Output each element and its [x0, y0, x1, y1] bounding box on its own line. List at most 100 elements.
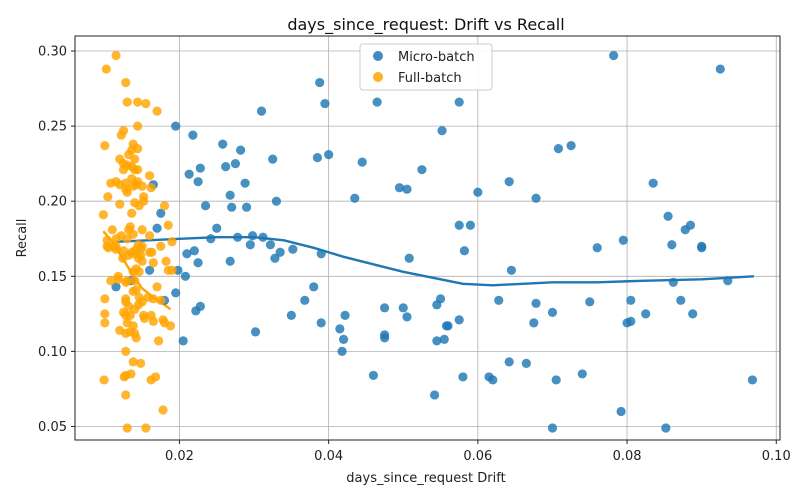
point-full-batch	[158, 405, 168, 415]
point-micro-batch	[245, 240, 255, 250]
y-tick-label: 0.20	[38, 195, 67, 210]
point-micro-batch	[188, 130, 198, 140]
point-micro-batch	[180, 271, 191, 281]
point-full-batch	[139, 196, 149, 206]
y-tick-label: 0.15	[38, 270, 67, 285]
point-full-batch	[127, 208, 137, 218]
point-micro-batch	[465, 220, 475, 230]
point-micro-batch	[200, 201, 211, 211]
point-micro-batch	[315, 77, 325, 88]
point-micro-batch	[531, 193, 541, 203]
point-micro-batch	[236, 145, 246, 155]
point-full-batch	[98, 210, 108, 220]
point-full-batch	[131, 285, 141, 295]
point-micro-batch	[648, 178, 658, 188]
point-micro-batch	[225, 190, 235, 200]
point-full-batch	[122, 97, 132, 107]
trend-line-micro-batch	[115, 236, 754, 287]
point-full-batch	[133, 121, 143, 131]
point-full-batch	[133, 144, 143, 154]
point-full-batch	[128, 229, 138, 239]
point-full-batch	[137, 181, 147, 191]
point-micro-batch	[335, 324, 345, 334]
point-micro-batch	[265, 240, 276, 250]
y-tick-label: 0.25	[38, 120, 67, 135]
legend-box	[359, 43, 493, 91]
point-micro-batch	[432, 336, 442, 346]
point-micro-batch	[312, 153, 323, 163]
point-full-batch	[161, 256, 171, 266]
point-micro-batch	[663, 211, 673, 221]
point-micro-batch	[145, 265, 155, 275]
point-full-batch	[113, 274, 123, 284]
x-tick-label: 0.06	[463, 449, 492, 464]
y-tick-label: 0.05	[38, 420, 67, 435]
point-micro-batch	[394, 183, 405, 193]
point-micro-batch	[195, 301, 205, 311]
x-axis-title: days_since_request Drift	[346, 471, 505, 486]
point-full-batch	[121, 77, 131, 88]
point-micro-batch	[616, 406, 626, 417]
point-micro-batch	[212, 223, 222, 233]
point-micro-batch	[316, 249, 326, 259]
point-full-batch	[137, 225, 147, 235]
y-axis-title: Recall	[15, 219, 30, 258]
point-full-batch	[147, 247, 157, 257]
chart-title: days_since_request: Drift vs Recall	[287, 15, 564, 35]
point-micro-batch	[506, 265, 517, 275]
x-axis-ticks: 0.02 0.04 0.06 0.08 0.10	[165, 440, 791, 464]
point-micro-batch	[195, 163, 205, 173]
point-micro-batch	[547, 307, 558, 317]
point-micro-batch	[250, 327, 261, 337]
point-full-batch	[128, 357, 138, 367]
point-micro-batch	[402, 312, 412, 322]
point-micro-batch	[454, 315, 464, 325]
point-micro-batch	[398, 303, 408, 313]
point-full-batch	[148, 258, 158, 268]
point-micro-batch	[372, 97, 382, 107]
legend-marker-full-batch	[373, 72, 383, 82]
point-full-batch	[101, 64, 111, 74]
point-micro-batch	[697, 241, 707, 251]
point-micro-batch	[256, 106, 267, 116]
point-full-batch	[103, 192, 113, 202]
point-micro-batch	[618, 235, 628, 245]
point-micro-batch	[178, 336, 188, 346]
point-micro-batch	[676, 295, 686, 305]
point-full-batch	[126, 369, 136, 379]
point-micro-batch	[641, 309, 651, 319]
point-micro-batch	[268, 154, 278, 164]
point-micro-batch	[488, 375, 498, 385]
point-micro-batch	[247, 231, 258, 241]
point-micro-batch	[551, 375, 561, 385]
point-micro-batch	[171, 288, 181, 298]
point-full-batch	[141, 423, 151, 433]
point-micro-batch	[585, 297, 595, 307]
point-micro-batch	[241, 202, 252, 212]
point-full-batch	[115, 199, 125, 209]
point-full-batch	[133, 97, 143, 107]
point-micro-batch	[747, 375, 757, 385]
point-micro-batch	[288, 244, 298, 254]
point-micro-batch	[577, 369, 587, 379]
point-micro-batch	[380, 333, 390, 343]
point-full-batch	[107, 225, 117, 235]
point-micro-batch	[111, 282, 121, 292]
point-micro-batch	[184, 169, 194, 179]
legend: Micro-batch Full-batch	[359, 43, 493, 91]
point-full-batch	[121, 346, 131, 356]
point-micro-batch	[193, 258, 203, 268]
point-micro-batch	[152, 223, 162, 233]
point-full-batch	[156, 295, 166, 305]
point-micro-batch	[189, 246, 199, 256]
point-micro-batch	[270, 253, 280, 263]
x-tick-label: 0.02	[165, 449, 194, 464]
point-full-batch	[159, 201, 170, 211]
point-micro-batch	[454, 220, 464, 230]
point-full-batch	[145, 231, 155, 241]
point-full-batch	[156, 241, 166, 251]
point-micro-batch	[668, 277, 678, 287]
point-full-batch	[111, 50, 121, 61]
point-micro-batch	[233, 232, 243, 242]
